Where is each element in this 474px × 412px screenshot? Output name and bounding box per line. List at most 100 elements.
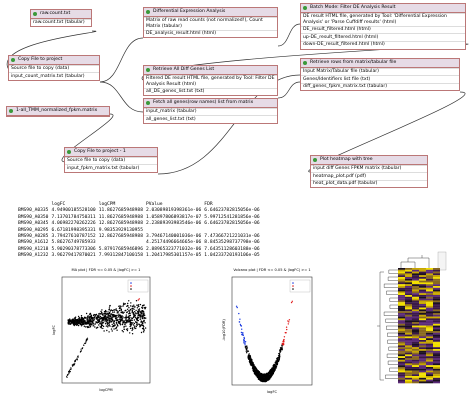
heatmap-cell [405,336,412,339]
heatmap-cell [398,286,405,288]
heatmap-cell [405,273,412,276]
scatter-dot [131,312,133,314]
scatter-dot [134,311,136,313]
scatter-dot [245,350,247,352]
scatter-dot [76,322,78,324]
scatter-dot [92,322,94,324]
scatter-dot [235,305,238,307]
heatmap-cell [405,314,412,317]
dendrogram [389,297,398,302]
heatmap-cell [398,307,405,310]
heatmap-cell [426,304,433,306]
heatmap-cell [398,295,405,297]
scatter-dot [122,320,124,322]
scatter-dot [255,374,257,377]
scatter-dot [86,337,89,339]
scatter-dot [118,309,121,312]
scatter-dot [126,320,128,323]
scatter-dot [142,313,145,315]
scatter-dot [105,321,107,323]
scatter-dot [135,325,138,328]
scatter-dot [110,320,113,323]
heatmap-cell [426,350,433,353]
legend-marker [130,282,132,284]
heatmap-cell [398,329,405,332]
scatter-dot [131,327,134,330]
scatter-dot [115,308,117,310]
heatmap-cell [433,352,440,355]
heatmap-cell [426,277,433,279]
scatter-dot [80,348,82,350]
heatmap-cell [412,322,419,324]
scatter-dot [120,308,122,311]
heatmap-cell [433,313,440,315]
heatmap-cell [412,309,419,312]
scatter-dot [267,372,269,375]
heatmap-cell [419,282,426,285]
plot-frame [61,276,151,384]
heatmap-cell [419,302,426,305]
legend [127,279,149,293]
heatmap-cell [419,304,426,306]
scatter-dot [253,372,256,374]
heatmap-cell [419,323,426,326]
table-cell: BMS90_A0285 [18,234,49,240]
scatter-dot [122,304,125,306]
scatter-dot [70,320,72,322]
heatmap-cell [426,365,433,368]
scatter-dot [120,317,123,319]
scatter-dot [103,315,106,318]
scatter-dot [123,321,125,324]
heatmap-cell [412,349,419,351]
heatmap-cell [433,284,440,287]
heatmap-cell [433,347,440,350]
scatter-dot [143,319,145,322]
heatmap-cell [433,345,440,348]
node-title: Plot heatmap with tree [311,156,427,165]
heatmap-cell [412,280,419,283]
heatmap-cell [433,325,440,328]
heatmap-cell [398,327,405,330]
scatter-dot [257,375,260,377]
scatter-dot [80,317,83,319]
scatter-dot [108,331,110,333]
scatter-dot [256,370,259,373]
heatmap-cell [419,359,426,362]
scatter-dot [129,308,132,311]
scatter-dot [131,319,133,322]
heatmap-cell [426,381,433,384]
scatter-dot [260,372,263,375]
scatter-dot [273,369,275,371]
heatmap-cell [405,307,412,310]
scatter-dot [125,318,127,320]
scatter-dot [268,378,270,381]
scatter-dot [129,320,131,323]
scatter-dot [142,331,145,333]
heatmap-cell [405,376,412,378]
scatter-dot [86,316,88,319]
scatter-dot [108,307,111,309]
heatmap-cell [419,295,426,297]
dendrogram [385,374,398,379]
heatmap-cell [433,381,440,384]
scatter-dot [274,367,276,369]
heatmap-cell [398,291,405,294]
scatter-dot [129,332,131,334]
scatter-dot [98,315,100,317]
scatter-dot [90,314,93,317]
scatter-dot [90,313,92,315]
scatter-dot [77,356,79,358]
heatmap-cell [405,363,412,366]
scatter-dot [137,304,140,306]
heatmap-cell [398,323,405,326]
scatter-dot [105,312,107,314]
heatmap-cell [412,331,419,333]
heatmap-cell [426,377,433,380]
workflow-node: raw.count.txt raw.count.txt (tabular) [30,9,92,28]
scatter-dot [89,325,91,327]
node-port: Source file to copy (data) [65,156,157,165]
heatmap-cell [419,354,426,357]
scatter-dot [103,311,106,313]
heatmap-cell [433,278,440,281]
header-cell: PValue [145,202,163,207]
